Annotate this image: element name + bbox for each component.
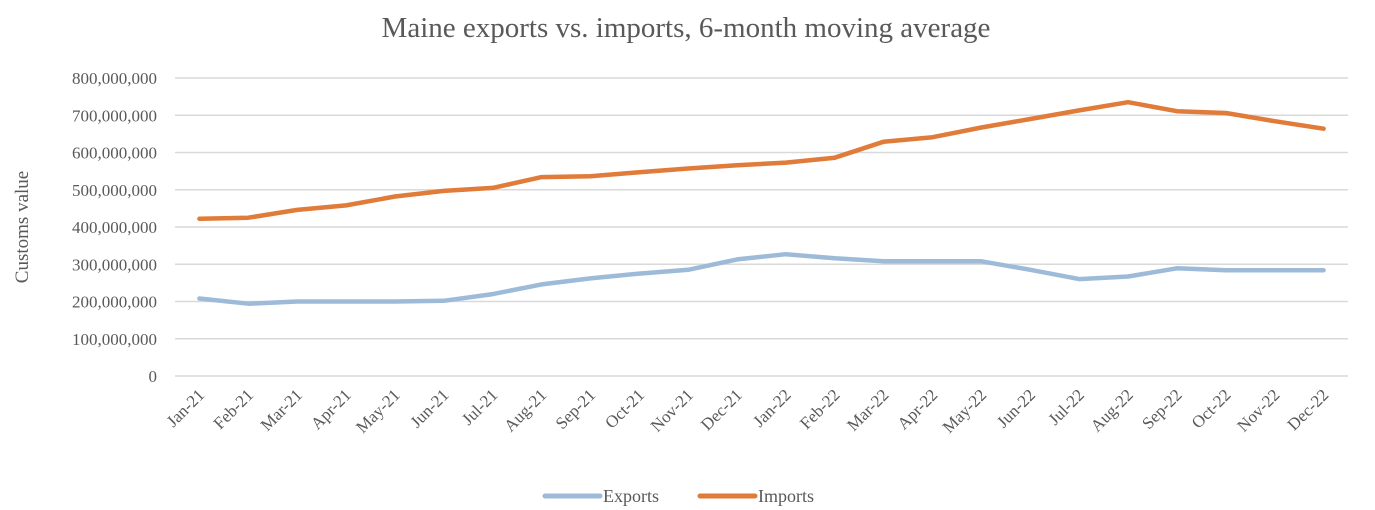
y-axis-ticks: 0 100,000,000 200,000,000 300,000,000 400,00…: [72, 69, 157, 386]
x-tick-label: Jan-21: [163, 385, 208, 430]
x-tick-label: Jun-21: [406, 385, 452, 431]
x-tick-label: Nov-21: [647, 385, 697, 435]
x-tick-label: Oct-22: [1188, 385, 1235, 432]
y-tick-label: 500,000,000: [72, 181, 157, 200]
legend-label-imports: Imports: [758, 486, 814, 506]
x-tick-label: Jun-22: [993, 385, 1039, 431]
x-tick-label: Dec-22: [1284, 385, 1333, 434]
x-tick-label: May-21: [352, 385, 403, 436]
x-tick-label: Nov-22: [1233, 385, 1283, 435]
x-tick-label: Oct-21: [601, 385, 648, 432]
x-tick-label: May-22: [939, 385, 990, 436]
x-tick-label: Apr-22: [893, 385, 941, 433]
gridlines: [175, 77, 1348, 377]
x-tick-label: Jul-22: [1045, 385, 1088, 428]
x-tick-label: Feb-21: [210, 385, 257, 432]
x-tick-label: Aug-22: [1087, 385, 1137, 435]
y-tick-label: 600,000,000: [72, 144, 157, 163]
series-lines: [197, 99, 1326, 306]
chart-title: Maine exports vs. imports, 6-month movin…: [382, 12, 991, 44]
legend: Exports Imports: [542, 486, 814, 506]
legend-label-exports: Exports: [603, 486, 659, 506]
y-tick-label: 700,000,000: [72, 106, 157, 125]
x-tick-label: Feb-22: [796, 385, 843, 432]
y-tick-label: 0: [149, 367, 158, 386]
y-tick-label: 300,000,000: [72, 255, 157, 274]
x-tick-label: Jul-21: [458, 385, 501, 428]
x-tick-label: Apr-21: [307, 385, 355, 433]
x-tick-label: Sep-21: [552, 385, 599, 432]
y-tick-label: 800,000,000: [72, 69, 157, 88]
y-tick-label: 100,000,000: [72, 330, 157, 349]
x-tick-label: Mar-21: [257, 385, 306, 434]
x-tick-label: Dec-21: [697, 385, 746, 434]
y-tick-label: 200,000,000: [72, 293, 157, 312]
x-tick-label: Mar-22: [843, 385, 892, 434]
x-tick-label: Jan-22: [749, 385, 794, 430]
series-line-exports: [197, 251, 1326, 306]
series-line-imports: [197, 99, 1326, 222]
y-axis-label: Customs value: [12, 171, 33, 283]
x-tick-label: Sep-22: [1138, 385, 1185, 432]
y-tick-label: 400,000,000: [72, 218, 157, 237]
x-tick-label: Aug-21: [500, 385, 550, 435]
